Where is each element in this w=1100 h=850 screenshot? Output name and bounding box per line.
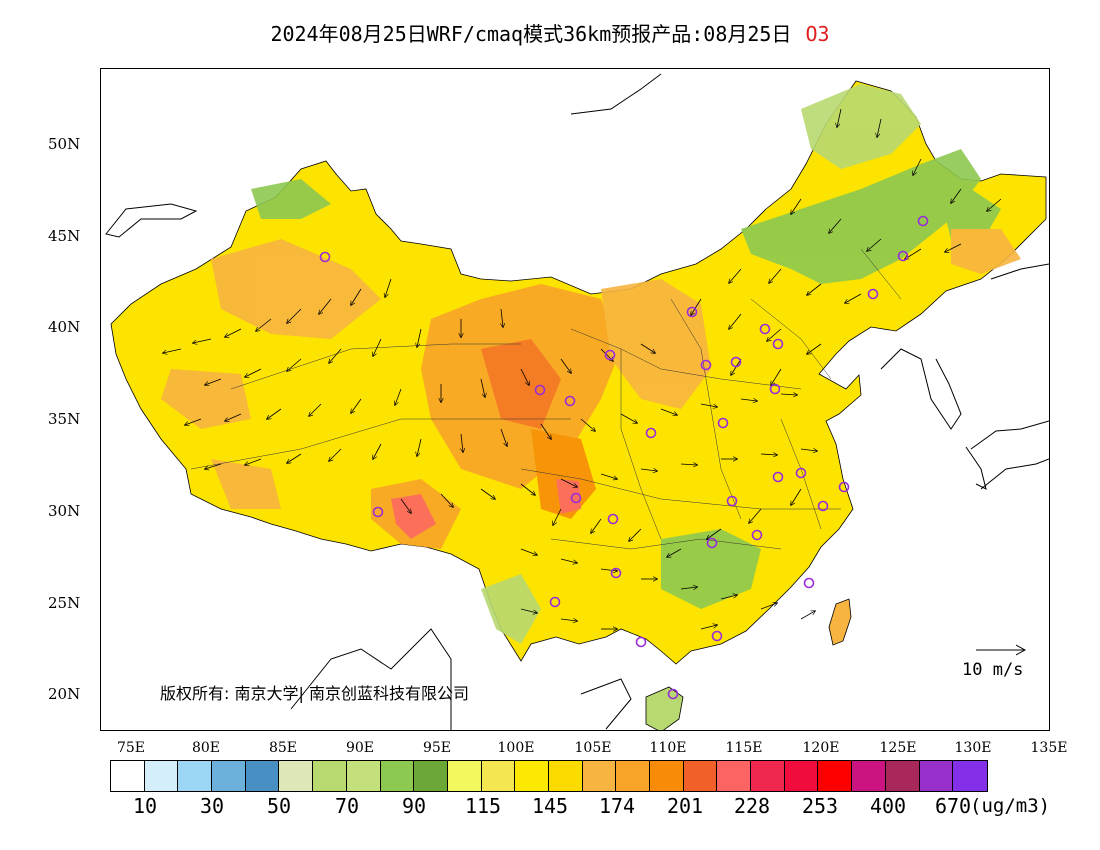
colorbar-swatch: [683, 761, 718, 791]
lon-label: 95E: [422, 740, 452, 756]
colorbar-tick-label: 145: [531, 794, 569, 818]
colorbar-swatch: [953, 761, 987, 791]
colorbar-swatch: [885, 761, 920, 791]
colorbar-swatch: [784, 761, 819, 791]
units-label: (ug/m3): [970, 795, 1051, 817]
lon-label: 120E: [802, 740, 840, 756]
colorbar-tick-label: 670: [934, 794, 972, 818]
lat-label: 30N: [48, 502, 81, 520]
lat-label: 45N: [48, 227, 81, 245]
colorbar-swatch: [717, 761, 752, 791]
map-panel: [100, 68, 1050, 731]
colorbar-swatch: [582, 761, 617, 791]
lon-label: 90E: [345, 740, 375, 756]
colorbar-swatch: [650, 761, 684, 791]
colorbar-tick-label: 400: [869, 794, 907, 818]
colorbar-tick-label: 90: [401, 794, 427, 818]
taiwan-island: [828, 598, 852, 646]
colorbar-tick-label: 253: [801, 794, 839, 818]
wind-reference-label: 10 m/s: [962, 660, 1024, 680]
colorbar-swatch: [852, 761, 886, 791]
colorbar-tick-label: 228: [733, 794, 771, 818]
colorbar-swatch: [245, 761, 280, 791]
lon-label: 100E: [497, 740, 535, 756]
colorbar-swatch: [380, 761, 415, 791]
pollutant-label: O3: [805, 22, 830, 46]
colorbar: [110, 760, 988, 792]
lon-label: 80E: [191, 740, 221, 756]
colorbar-swatch: [346, 761, 381, 791]
lon-label: 135E: [1030, 740, 1068, 756]
lon-label: 115E: [725, 740, 763, 756]
lat-label: 20N: [48, 685, 81, 703]
colorbar-swatch: [515, 761, 549, 791]
colorbar-swatch: [616, 761, 650, 791]
wind-reference-arrow: [976, 644, 1027, 656]
colorbar-swatch: [212, 761, 246, 791]
station-markers: [319, 215, 929, 700]
lon-label: 130E: [954, 740, 992, 756]
lon-label: 110E: [649, 740, 687, 756]
colorbar-tick-label: 10: [132, 794, 158, 818]
colorbar-swatch: [313, 761, 347, 791]
concentration-zones: [161, 84, 1021, 644]
lon-label: 85E: [268, 740, 298, 756]
colorbar-swatch: [481, 761, 516, 791]
colorbar-swatch: [751, 761, 785, 791]
colorbar-tick-label: 30: [199, 794, 225, 818]
lat-label: 35N: [48, 410, 81, 428]
colorbar-swatch: [548, 761, 583, 791]
colorbar-swatch: [144, 761, 179, 791]
lon-label: 105E: [574, 740, 612, 756]
lon-label: 125E: [879, 740, 917, 756]
colorbar-swatch: [447, 761, 482, 791]
colorbar-swatch: [111, 761, 145, 791]
neighbor-coastlines: [105, 73, 1049, 730]
ozone-map: [105, 73, 1049, 730]
lat-label: 50N: [48, 135, 81, 153]
colorbar-tick-label: 174: [598, 794, 636, 818]
map-title: 2024年08月25日WRF/cmaq模式36km预报产品:08月25日 O3: [0, 18, 1100, 47]
colorbar-tick-label: 50: [266, 794, 292, 818]
colorbar-tick-label: 115: [464, 794, 502, 818]
colorbar-swatch: [178, 761, 213, 791]
lat-label: 40N: [48, 318, 81, 336]
colorbar-tick-label: 201: [666, 794, 704, 818]
colorbar-swatch: [919, 761, 954, 791]
colorbar-swatch: [279, 761, 314, 791]
colorbar-tick-label: 70: [334, 794, 360, 818]
lat-label: 25N: [48, 594, 81, 612]
lon-label: 75E: [116, 740, 146, 756]
copyright-text: 版权所有: 南京大学| 南京创蓝科技有限公司: [160, 684, 469, 703]
colorbar-swatch: [818, 761, 853, 791]
wind-vectors: [163, 108, 1002, 629]
colorbar-swatch: [414, 761, 448, 791]
title-text: 2024年08月25日WRF/cmaq模式36km预报产品:08月25日: [270, 22, 792, 46]
